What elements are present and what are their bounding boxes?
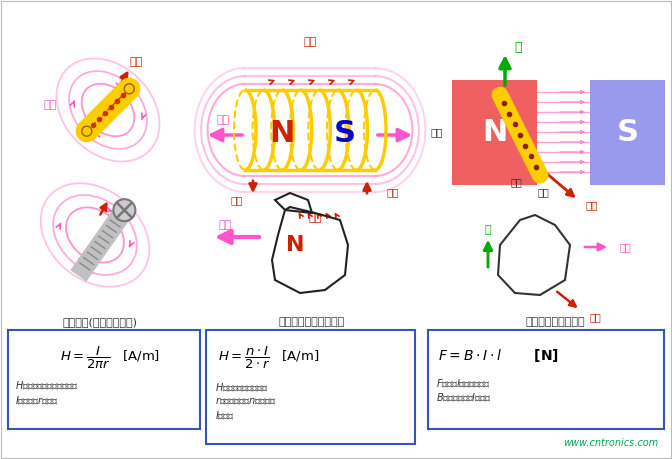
FancyBboxPatch shape — [8, 330, 200, 429]
Text: 安培定则(右手螺旋定则): 安培定则(右手螺旋定则) — [62, 317, 138, 327]
Circle shape — [114, 199, 135, 221]
Text: 线圈因电流产生的磁通: 线圈因电流产生的磁通 — [279, 317, 345, 327]
Text: N: N — [269, 118, 295, 147]
Text: 力: 力 — [485, 225, 491, 235]
Text: 力: 力 — [514, 40, 521, 54]
Text: N: N — [286, 235, 304, 255]
FancyBboxPatch shape — [428, 330, 664, 429]
FancyBboxPatch shape — [452, 80, 537, 185]
Text: 电流: 电流 — [387, 187, 399, 197]
Text: www.cntronics.com: www.cntronics.com — [562, 438, 658, 448]
Text: 电流: 电流 — [586, 200, 598, 210]
Text: 磁通: 磁通 — [619, 242, 631, 252]
Text: $B$：磁通密度，$I$：电流: $B$：磁通密度，$I$：电流 — [436, 391, 492, 403]
Text: 电流: 电流 — [303, 37, 317, 47]
Text: 磁通: 磁通 — [44, 100, 56, 110]
Text: 磁通: 磁通 — [218, 220, 232, 230]
Circle shape — [82, 126, 92, 136]
Circle shape — [124, 84, 134, 94]
Text: 导线: 导线 — [537, 187, 549, 197]
FancyBboxPatch shape — [590, 80, 665, 185]
Text: 电流: 电流 — [308, 213, 322, 223]
Text: $I$：电流: $I$：电流 — [215, 409, 235, 421]
Text: $F=B \cdot I \cdot l$       [N]: $F=B \cdot I \cdot l$ [N] — [438, 347, 559, 364]
FancyBboxPatch shape — [206, 330, 415, 444]
Text: 电流: 电流 — [130, 57, 142, 67]
Text: $H = \dfrac{I}{2\pi r}$   [A/m]: $H = \dfrac{I}{2\pi r}$ [A/m] — [60, 345, 160, 371]
Text: N: N — [482, 118, 507, 147]
Text: $H$：中心的磁场强度、: $H$：中心的磁场强度、 — [215, 381, 268, 393]
Text: 磁铁: 磁铁 — [431, 128, 444, 138]
Text: 基于弗莱明左手定则: 基于弗莱明左手定则 — [526, 317, 585, 327]
Text: 电流: 电流 — [589, 312, 601, 322]
Text: $H$：同心圆上的磁场强度、: $H$：同心圆上的磁场强度、 — [15, 379, 78, 391]
Text: $I$：电流、$r$：半径: $I$：电流、$r$：半径 — [15, 394, 58, 406]
Text: $F$：力，$l$：导线的长度: $F$：力，$l$：导线的长度 — [436, 377, 491, 389]
Text: 电流: 电流 — [230, 195, 243, 205]
Text: $r$：线圈半径、$n$：匝数、: $r$：线圈半径、$n$：匝数、 — [215, 396, 276, 407]
Text: S: S — [334, 118, 356, 147]
Text: 磁通: 磁通 — [510, 177, 522, 187]
Text: $H = \dfrac{n \cdot I}{2 \cdot r}$   [A/m]: $H = \dfrac{n \cdot I}{2 \cdot r}$ [A/m] — [218, 345, 319, 371]
Text: 磁通: 磁通 — [216, 115, 230, 125]
Text: S: S — [616, 118, 638, 147]
